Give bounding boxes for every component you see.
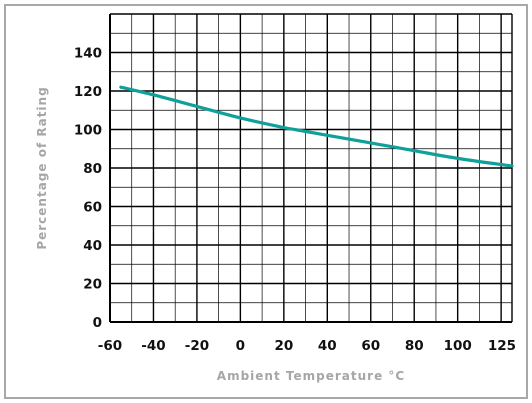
y-tick-label: 100 [74, 123, 102, 139]
x-tick-label: 20 [274, 338, 293, 354]
x-tick-label: 125 [488, 338, 516, 354]
y-tick-label: 0 [93, 315, 102, 331]
y-tick-label: 20 [83, 277, 102, 293]
y-tick-label: 60 [83, 200, 102, 216]
chart-frame [4, 4, 528, 399]
x-axis-title: Ambient Temperature °C [217, 369, 405, 383]
x-tick-label: 40 [318, 338, 337, 354]
y-tick-label: 40 [83, 238, 102, 254]
x-tick-label: -40 [141, 338, 165, 354]
x-tick-label: 100 [444, 338, 472, 354]
y-axis-title: Percentage of Rating [35, 86, 49, 249]
y-tick-label: 120 [74, 84, 102, 100]
x-tick-label: 80 [405, 338, 424, 354]
y-tick-label: 80 [83, 161, 102, 177]
y-tick-label: 140 [74, 46, 102, 62]
x-tick-label: 60 [361, 338, 380, 354]
x-tick-label: 0 [236, 338, 245, 354]
series-line [119, 85, 514, 168]
x-tick-label: -20 [185, 338, 209, 354]
x-tick-label: -60 [98, 338, 122, 354]
